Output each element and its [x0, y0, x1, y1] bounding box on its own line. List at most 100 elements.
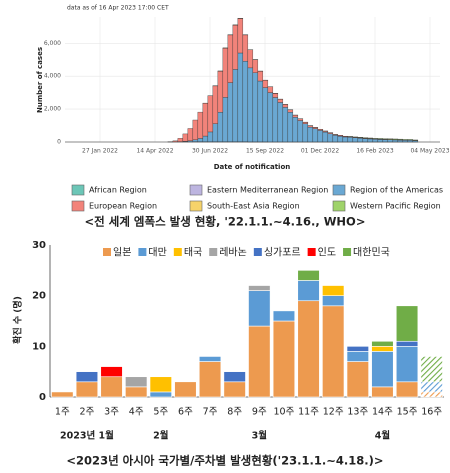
bar-segment [395, 305, 419, 342]
bar-segment [198, 361, 222, 398]
bar-segment [272, 97, 279, 143]
bar-segment [247, 49, 254, 69]
legend-swatch [343, 248, 352, 256]
bar-segment [397, 139, 404, 143]
bar-segment [367, 138, 374, 143]
x-tick-label: 14 Apr 2022 [136, 148, 173, 155]
data-note: data as of 16 Apr 2023 17:00 CET [67, 5, 169, 12]
bar-segment [282, 107, 289, 143]
bar-segment [297, 280, 320, 302]
bar-segment [202, 102, 209, 137]
x-tick-label: 15주 [397, 407, 418, 418]
bar-segment [387, 139, 394, 143]
bar-segment [75, 381, 99, 398]
y-tick-label: 20 [32, 291, 46, 302]
legend-label: European Region [89, 202, 157, 211]
bar-segment [149, 376, 172, 393]
bar-segment [237, 52, 244, 142]
bar-segment [395, 346, 419, 383]
x-tick-label: 30 Jun 2022 [192, 148, 228, 155]
y-tick-label: 6,000 [44, 40, 61, 47]
bar-segment [75, 371, 99, 383]
legend-label: 레바논 [219, 247, 247, 259]
legend-label: 대만 [148, 247, 166, 259]
bar-segment [272, 93, 279, 98]
bar-segment [232, 69, 239, 142]
y-axis-label: Number of cases [36, 47, 44, 113]
legend-label: Eastern Mediterranean Region [207, 186, 328, 195]
legend-label: Western Pacific Region [350, 202, 441, 211]
bar-segment [307, 126, 314, 143]
bar-segment [317, 130, 324, 143]
x-tick-label: 04 May 2023 [410, 148, 449, 155]
x-tick-label: 6주 [178, 407, 193, 418]
bar-segment [342, 136, 349, 143]
bar-segment [371, 386, 394, 398]
legend-swatch [138, 248, 147, 256]
bar-segment [395, 381, 419, 398]
bar-segment [182, 133, 189, 142]
y-tick-label: 0 [57, 139, 61, 146]
y-tick-label: 2,000 [44, 106, 61, 113]
bar-segment [198, 356, 222, 362]
bar-segment [420, 391, 443, 398]
legend-label: South-East Asia Region [207, 202, 300, 211]
x-tick-label: 12주 [323, 407, 344, 418]
bar-segment [347, 137, 354, 143]
bar-segment [222, 97, 229, 142]
legend-swatch [71, 200, 85, 212]
bar-segment [207, 131, 214, 142]
bar-segment [387, 138, 394, 140]
bar-segment [262, 87, 269, 143]
bar-segment [371, 351, 394, 388]
bar-segment [322, 285, 345, 296]
bar-segment [187, 128, 194, 141]
month-label: 2월 [153, 430, 168, 442]
caption: <2023년 아시아 국가별/주차별 발생현황('23.1.1.~4.18.)> [66, 454, 383, 468]
bar-segment [337, 135, 344, 143]
bar-segment [149, 391, 172, 398]
bar-segment [227, 82, 234, 142]
bar-segment [402, 139, 409, 141]
bar-segment [362, 138, 369, 143]
bar-segment [207, 95, 214, 133]
bar-segment [172, 140, 179, 143]
bar-segment [346, 361, 369, 398]
bar-segment [267, 92, 274, 143]
bar-segment [242, 34, 249, 62]
bar-segment [248, 290, 271, 327]
legend-label: African Region [89, 186, 147, 195]
legend-swatch [103, 248, 111, 256]
bar-segment [372, 139, 379, 143]
x-tick-label: 15 Sep 2022 [246, 148, 284, 155]
legend-swatch [332, 184, 346, 196]
bar-segment [292, 114, 299, 118]
bar-segment [277, 98, 284, 103]
bar-segment [51, 391, 74, 398]
bar-segment [248, 285, 271, 291]
x-tick-label: 11주 [298, 407, 319, 418]
bar-segment [222, 47, 229, 98]
bar-segment [223, 381, 246, 398]
legend-label: 태국 [184, 247, 202, 259]
bar-segment [420, 356, 443, 383]
bar-segment [407, 140, 414, 143]
legend-swatch [332, 200, 346, 212]
bar-segment [192, 139, 199, 142]
bar-segment [382, 139, 389, 143]
y-tick-label: 0 [39, 392, 46, 403]
bar-segment [377, 139, 384, 143]
x-tick-label: 9주 [252, 407, 267, 418]
x-tick-label: 4주 [129, 407, 144, 418]
bar-segment [297, 120, 304, 143]
bar-segment [420, 381, 443, 393]
y-tick-label: 10 [32, 341, 46, 352]
legend-swatch [173, 248, 182, 256]
legend-swatch [307, 248, 316, 256]
x-tick-label: 16 Feb 2023 [356, 148, 394, 155]
bar-segment [277, 102, 284, 143]
bar-segment [312, 127, 319, 129]
bar-segment [402, 140, 409, 143]
month-label: 4월 [375, 430, 390, 442]
bar-segment [262, 80, 269, 88]
